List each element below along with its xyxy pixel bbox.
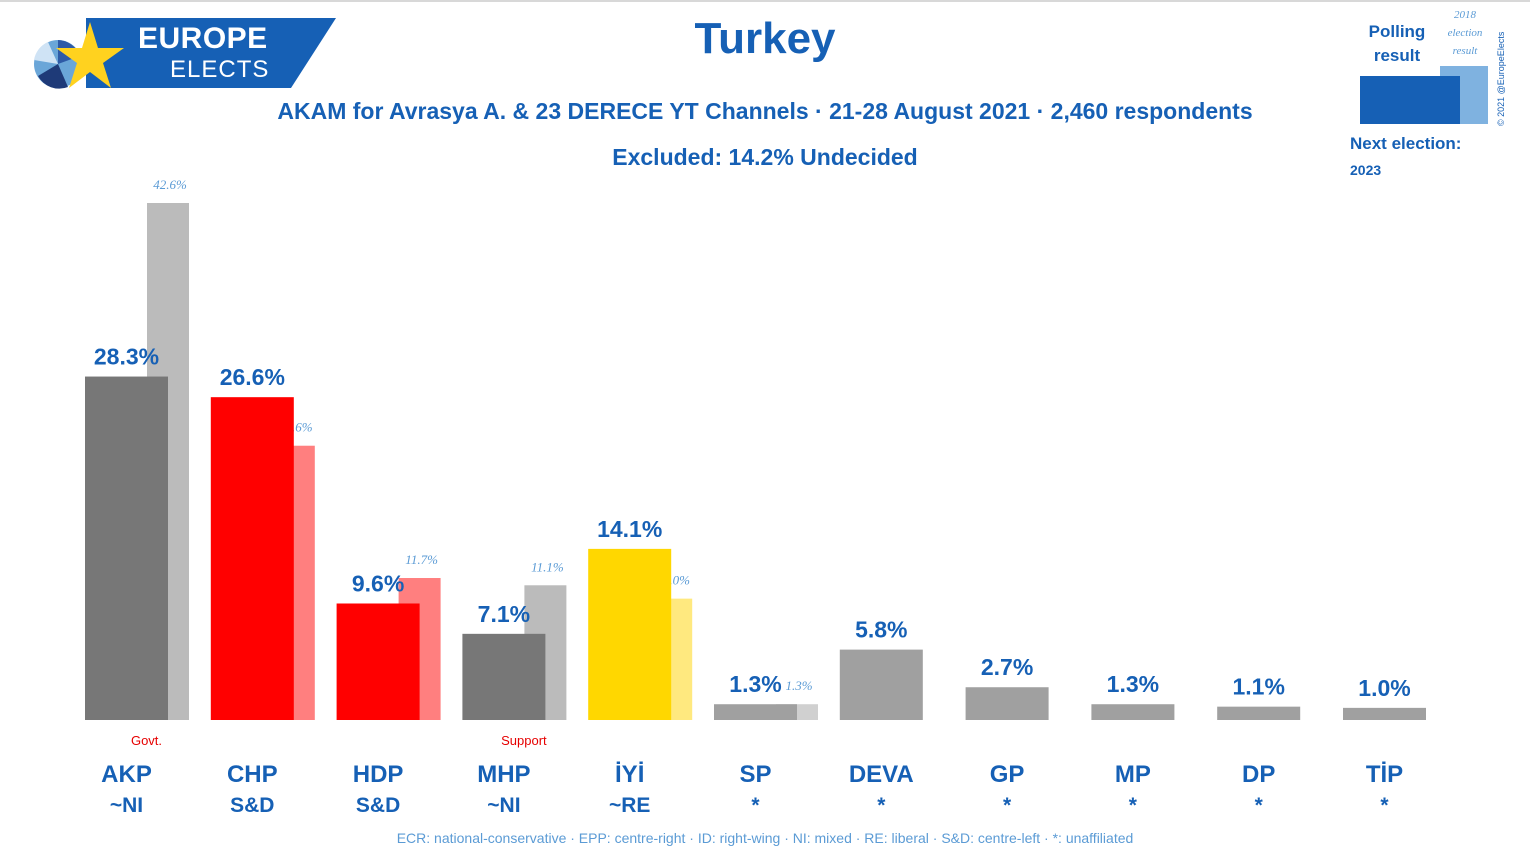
party-group-tip: * <box>1380 794 1389 817</box>
poll-bar-dp <box>1217 706 1301 720</box>
party-name-hdp: HDP <box>353 761 404 788</box>
party-name-akp: AKP <box>101 761 152 788</box>
poll-bar-hdp <box>336 603 420 720</box>
poll-label-mp: 1.3% <box>1107 671 1159 697</box>
party-group-deva: * <box>877 794 886 817</box>
party-name-deva: DEVA <box>849 761 914 788</box>
party-name-mp: MP <box>1115 761 1151 788</box>
logo-text-europe: EUROPE <box>138 22 268 55</box>
chart-subtitle: AKAM for Avrasya A. & 23 DERECE YT Chann… <box>277 98 1253 124</box>
poll-label-chp: 26.6% <box>220 364 285 390</box>
poll-bar-deva <box>839 649 923 720</box>
party-name-chp: CHP <box>227 761 278 788</box>
poll-bar-tip <box>1343 707 1426 720</box>
election-label-sp: 1.3% <box>785 678 812 693</box>
poll-label-dp: 1.1% <box>1232 674 1284 700</box>
note-mhp: Support <box>501 733 547 748</box>
poll-label-deva: 5.8% <box>855 617 907 643</box>
election-label-hdp: 11.7% <box>405 552 438 567</box>
legend-polling-label: Polling result <box>1368 22 1426 65</box>
party-group-mhp: ~NI <box>487 794 520 817</box>
party-name-sp: SP <box>739 761 771 788</box>
poll-label-tip: 1.0% <box>1358 675 1410 701</box>
legend: Polling result 2018 election result © 20… <box>1340 6 1520 186</box>
next-election-year: 2023 <box>1350 162 1382 178</box>
top-border <box>0 0 1530 2</box>
footer-legend: ECR: national-conservative · EPP: centre… <box>396 830 1134 846</box>
excluded-note: Excluded: 14.2% Undecided <box>612 144 918 170</box>
election-label-akp: 42.6% <box>153 177 187 192</box>
party-group-hdp: S&D <box>356 794 400 817</box>
party-group-chp: S&D <box>230 794 274 817</box>
poll-bar-chp <box>210 397 294 720</box>
poll-label-sp: 1.3% <box>729 671 781 697</box>
poll-bar-mhp <box>462 633 546 720</box>
party-name-mhp: MHP <box>477 761 530 788</box>
chart-title: Turkey <box>694 14 836 63</box>
party-name-iyi: İYİ <box>615 761 644 788</box>
logo-banner <box>86 18 336 88</box>
party-group-mp: * <box>1129 794 1138 817</box>
poll-bar-iyi <box>588 548 672 720</box>
logo-text-elects: ELECTS <box>170 56 270 83</box>
note-akp: Govt. <box>131 733 162 748</box>
party-group-gp: * <box>1003 794 1012 817</box>
party-group-akp: ~NI <box>110 794 143 817</box>
poll-label-mhp: 7.1% <box>478 601 530 627</box>
europe-elects-logo: EUROPE ELECTS <box>28 18 338 90</box>
poll-label-gp: 2.7% <box>981 654 1033 680</box>
party-name-gp: GP <box>990 761 1025 788</box>
next-election-label: Next election: <box>1350 134 1462 153</box>
poll-label-hdp: 9.6% <box>352 570 404 596</box>
party-name-tip: TİP <box>1366 761 1403 788</box>
poll-bar-sp <box>714 704 797 720</box>
poll-bar-akp <box>85 376 168 720</box>
party-group-dp: * <box>1255 794 1264 817</box>
poll-label-akp: 28.3% <box>94 344 159 370</box>
party-group-iyi: ~RE <box>609 794 650 817</box>
party-group-sp: * <box>751 794 760 817</box>
logo-star-icon <box>34 22 124 89</box>
poll-label-iyi: 14.1% <box>597 516 662 542</box>
party-name-dp: DP <box>1242 761 1275 788</box>
poll-bar-gp <box>965 687 1049 720</box>
election-label-mhp: 11.1% <box>531 559 564 574</box>
legend-election-label: 2018 election result <box>1447 9 1483 57</box>
poll-bar-mp <box>1091 704 1175 720</box>
legend-polling-swatch <box>1360 76 1460 124</box>
